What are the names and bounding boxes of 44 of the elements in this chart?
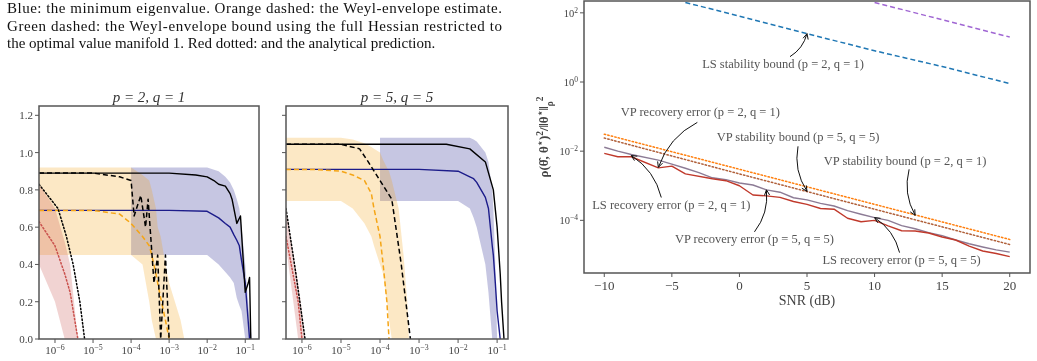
x-tick-label: 10$^{−6}$ [292,342,312,356]
x-tick-label: 15 [935,278,949,293]
x-tick-label: 10$^{−6}$ [45,342,65,356]
x-tick-label: 10$^{−5}$ [83,342,103,356]
annotation: VP recovery error (p = 2, q = 1) [620,105,780,120]
y-tick-label: 0.0 [19,333,34,345]
y-tick-label: 10$^{−2}$ [559,143,579,158]
text: Green dashed: the Weyl-envelope bound using the full Hessian restricted to [7,17,502,34]
y-tick-label: 0.6 [19,221,34,234]
x-tick-label: 10$^{−4}$ [121,342,141,356]
x-tick-label: 10$^{−5}$ [331,342,351,356]
y-tick-label: 10$^{2}$ [563,5,579,19]
x-axis-title: SNR (dB) [778,293,836,309]
line-series [684,1,1011,85]
y-tick-label: 1.2 [19,109,33,122]
chart-title: p = 2, q = 1 [111,89,186,105]
x-tick-label: −10 [594,278,615,293]
y-tick-label: 10$^{−4}$ [559,212,579,227]
x-tick-label: 10 [868,278,882,293]
y-tick-label: 0.8 [19,183,34,196]
x-tick-label: 0 [736,278,743,293]
y-tick-label: 0.2 [19,295,33,308]
annotation: LS recovery error (p = 5, q = 5) [822,252,981,267]
chart-title: p = 5, q = 5 [359,89,434,105]
x-tick-label: −5 [664,278,679,293]
y-tick-label: 10$^{0}$ [563,74,579,89]
x-tick-label: 10$^{−1}$ [235,342,255,356]
x-tick-label: 10$^{−1}$ [487,342,507,356]
annotation: LS recovery error (p = 2, q = 1) [592,198,751,213]
x-tick-label: 10$^{−3}$ [159,342,179,356]
annotation: VP stability bound (p = 2, q = 1) [823,154,987,169]
annotation: VP stability bound (p = 5, q = 5) [716,130,880,145]
text: the optimal value manifold 1. Red dotted: and the analytical prediction. [7,35,436,51]
x-tick-label: 10$^{−2}$ [197,342,217,356]
annotation: LS stability bound (p = 2, q = 1) [702,56,864,71]
y-tick-label: 0.4 [19,258,34,271]
annotation: VP recovery error (p = 5, q = 5) [674,231,834,246]
y-tick-label: 1.0 [19,146,34,159]
x-tick-label: 5 [803,278,811,293]
x-tick-label: 20 [1003,278,1017,293]
x-tick-label: 10$^{−4}$ [370,342,390,356]
x-tick-label: 10$^{−2}$ [448,342,468,356]
text: Blue: the minimum eigenvalue. Orange dashed: the Weyl-envelope estimate. [7,0,502,16]
x-tick-label: 10$^{−3}$ [409,342,429,356]
